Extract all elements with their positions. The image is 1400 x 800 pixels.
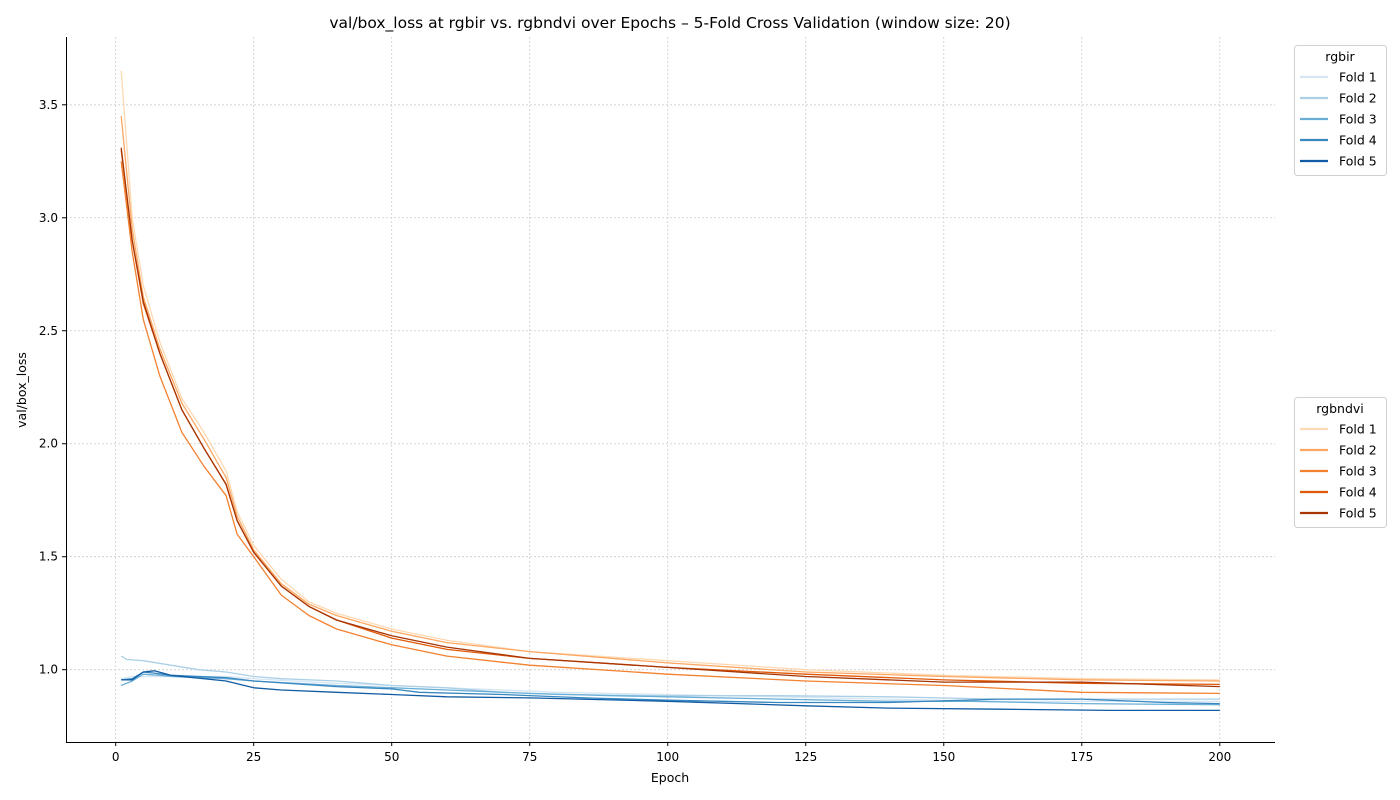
x-tick-label: 75 [522, 750, 537, 764]
x-axis-label: Epoch [651, 770, 689, 785]
x-tick-label: 100 [656, 750, 679, 764]
series-line-rgbndvi-fold-1 [120, 70, 1220, 681]
series-line-rgbndvi-fold-3 [120, 161, 1220, 695]
legend-rgbndvi: rgbndvi Fold 1 Fold 2 Fold 3 Fold 4 Fold 5 [1294, 397, 1387, 528]
series-line-rgbndvi-fold-2 [120, 116, 1220, 682]
legend-label: Fold 5 [1339, 506, 1377, 521]
legend-label: Fold 3 [1339, 112, 1377, 127]
x-tick-label: 200 [1208, 750, 1231, 764]
chart-title: val/box_loss at rgbir vs. rgbndvi over E… [329, 14, 1010, 33]
axes [66, 37, 1275, 743]
legend-label: Fold 2 [1339, 443, 1377, 458]
legend-label: Fold 5 [1339, 154, 1377, 169]
legend-label: Fold 1 [1339, 70, 1377, 85]
y-tick-label: 1.0 [39, 663, 58, 677]
x-tick-label: 0 [112, 750, 120, 764]
y-axis-label: val/box_loss [14, 352, 29, 428]
series-line-rgbir-fold-4 [121, 671, 1220, 705]
series-lines [120, 70, 1220, 712]
x-tick-label: 175 [1070, 750, 1093, 764]
series-line-rgbndvi-fold-4 [120, 149, 1220, 686]
grid [66, 37, 1275, 742]
legend-label: Fold 4 [1339, 133, 1377, 148]
series-line-rgbndvi-fold-5 [120, 147, 1220, 688]
ticks: 0 25 50 75 100 125 150 175 200 1.0 1.5 2.0 2.5 3.0 3.5 [39, 98, 1231, 764]
y-tick-label: 1.5 [39, 550, 58, 564]
legend-label: Fold 2 [1339, 91, 1377, 106]
legend-label: Fold 4 [1339, 485, 1377, 500]
y-tick-label: 2.0 [39, 437, 58, 451]
y-tick-label: 3.0 [39, 211, 58, 225]
legend-label: Fold 3 [1339, 464, 1377, 479]
x-tick-label: 125 [794, 750, 817, 764]
y-tick-label: 3.5 [39, 98, 58, 112]
y-tick-label: 2.5 [39, 324, 58, 338]
series-line-rgbir-fold-2 [120, 655, 1220, 700]
legend-title: rgbndvi [1316, 401, 1364, 416]
series-line-rgbir-fold-5 [121, 670, 1220, 712]
x-tick-label: 50 [384, 750, 399, 764]
legend-rgbir: rgbir Fold 1 Fold 2 Fold 3 Fold 4 Fold 5 [1294, 45, 1387, 176]
series-line-rgbir-fold-1 [121, 675, 1220, 702]
x-tick-label: 25 [246, 750, 261, 764]
legend-title: rgbir [1325, 49, 1355, 64]
legend-label: Fold 1 [1339, 422, 1377, 437]
x-tick-label: 150 [932, 750, 955, 764]
